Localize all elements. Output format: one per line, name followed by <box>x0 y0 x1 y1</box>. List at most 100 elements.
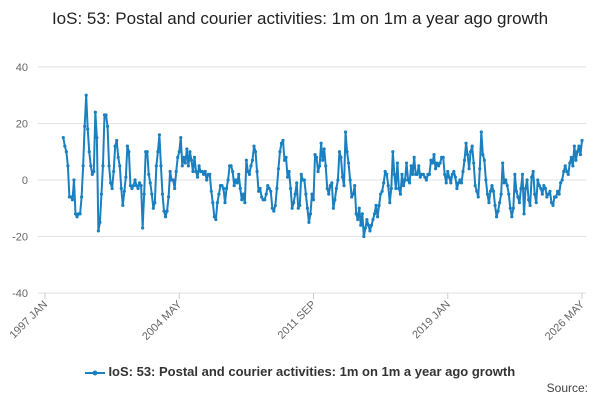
data-point <box>285 175 290 179</box>
data-point <box>160 192 165 196</box>
legend-swatch <box>84 370 105 376</box>
data-point <box>244 158 248 162</box>
y-tick-label: -20 <box>12 232 28 244</box>
data-point <box>385 172 389 176</box>
data-point <box>380 189 384 193</box>
data-point <box>578 152 583 157</box>
data-point <box>121 203 125 208</box>
data-point <box>337 150 342 154</box>
data-point <box>519 186 523 191</box>
data-point <box>452 169 456 174</box>
chart-title: IoS: 53: Postal and courier activities: … <box>51 9 549 28</box>
data-point <box>398 192 403 196</box>
data-point <box>533 192 537 196</box>
data-point <box>334 186 338 191</box>
data-point <box>400 172 404 176</box>
data-point <box>360 212 364 216</box>
data-point <box>279 141 284 145</box>
data-point <box>389 186 393 191</box>
data-point <box>272 209 276 213</box>
data-point <box>574 158 578 162</box>
data-point <box>318 164 322 168</box>
data-point <box>368 229 372 233</box>
data-point <box>449 181 453 185</box>
data-point <box>458 178 462 182</box>
data-point <box>549 201 554 205</box>
data-point <box>504 178 508 182</box>
data-point <box>418 175 422 179</box>
data-point <box>397 186 401 191</box>
data-point <box>86 127 90 131</box>
data-point <box>134 184 139 188</box>
data-point <box>465 152 470 157</box>
data-point <box>295 181 299 185</box>
data-point <box>572 144 576 148</box>
data-point <box>467 167 471 171</box>
data-point <box>148 181 152 185</box>
data-point <box>429 158 433 162</box>
data-point <box>125 144 129 148</box>
data-point <box>548 189 552 193</box>
data-point <box>260 195 264 199</box>
data-point <box>446 169 450 174</box>
data-point <box>491 189 496 193</box>
data-point <box>127 150 131 154</box>
data-point <box>525 178 529 182</box>
data-point <box>163 215 168 219</box>
data-point <box>224 186 229 191</box>
data-point <box>270 206 274 210</box>
data-point <box>545 195 549 199</box>
series-line <box>62 94 583 238</box>
data-point <box>89 164 93 168</box>
data-point <box>311 198 316 202</box>
x-tick-label: 2026 MAY <box>543 298 588 343</box>
data-point <box>339 155 343 159</box>
data-point <box>250 158 255 162</box>
data-point <box>417 164 421 168</box>
data-point <box>543 186 547 191</box>
data-point <box>269 189 273 193</box>
data-point <box>568 161 572 165</box>
data-point <box>278 150 282 154</box>
data-point <box>73 212 78 216</box>
data-point <box>433 167 438 171</box>
data-point <box>383 169 387 174</box>
data-point <box>539 186 543 191</box>
data-point <box>520 172 525 176</box>
data-point <box>475 189 479 193</box>
data-point <box>247 172 252 176</box>
data-point <box>234 178 238 182</box>
data-point <box>330 181 334 185</box>
data-point <box>192 155 197 159</box>
data-point <box>560 178 564 182</box>
data-point <box>61 136 65 140</box>
data-point <box>559 181 563 185</box>
data-point <box>264 192 268 196</box>
data-point <box>488 189 493 193</box>
data-point <box>510 215 514 219</box>
source-label: Source: <box>546 381 588 395</box>
data-point <box>217 192 221 196</box>
data-point <box>528 203 532 208</box>
data-point <box>238 186 242 191</box>
data-point <box>542 184 546 188</box>
data-point <box>555 189 560 193</box>
data-point <box>496 209 500 213</box>
data-point <box>536 178 540 182</box>
data-point <box>80 195 84 199</box>
data-point <box>455 186 459 191</box>
data-point <box>575 150 580 154</box>
data-point <box>350 195 354 199</box>
legend: IoS: 53: Postal and courier activities: … <box>0 364 600 379</box>
data-point <box>546 192 551 196</box>
data-point <box>128 184 133 188</box>
data-point <box>304 192 308 196</box>
data-point <box>375 215 380 219</box>
data-point <box>421 172 425 176</box>
data-point <box>343 130 348 134</box>
data-point <box>354 212 358 216</box>
data-point <box>403 178 407 182</box>
data-point <box>289 186 293 191</box>
data-point <box>124 175 128 179</box>
